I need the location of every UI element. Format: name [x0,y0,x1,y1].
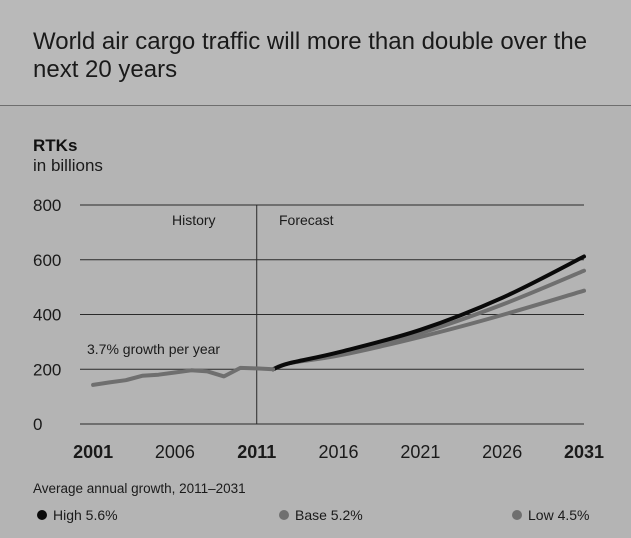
y-tick-label-0: 0 [33,415,42,434]
history-line [91,365,276,387]
x-tick-label-2006: 2006 [155,442,195,462]
legend-item-low: Low 4.5% [512,507,589,523]
legend-heading: Average annual growth, 2011–2031 [33,481,246,496]
y-tick-label-200: 200 [33,360,61,379]
series-line-high [271,254,586,372]
chart-title: World air cargo traffic will more than d… [33,28,588,83]
y-unit-title: RTKs [33,136,78,155]
legend-label-high: High 5.6% [53,507,118,523]
forecast-label: Forecast [279,212,334,228]
legend-dot-high [37,510,47,520]
series-line-base [271,268,586,372]
legend-item-high: High 5.6% [37,507,118,523]
y-tick-label-800: 800 [33,196,61,215]
legend-dot-base [279,510,289,520]
x-tick-label-2021: 2021 [400,442,440,462]
x-tick-label-2001: 2001 [73,442,113,462]
y-unit-subtitle: in billions [33,156,103,175]
y-tick-label-600: 600 [33,251,61,270]
legend-label-low: Low 4.5% [528,507,590,523]
y-tick-label-400: 400 [33,306,61,325]
history-label: History [172,212,216,228]
legend-dot-low [512,510,522,520]
title-bar: World air cargo traffic will more than d… [0,0,631,106]
legend-label-base: Base 5.2% [295,507,363,523]
x-tick-label-2026: 2026 [482,442,522,462]
growth-annotation: 3.7% growth per year [87,341,220,357]
x-tick-label-2031: 2031 [564,442,604,462]
chart-panel [0,106,631,538]
x-tick-label-2016: 2016 [319,442,359,462]
legend-item-base: Base 5.2% [279,507,363,523]
x-tick-label-2011: 2011 [237,442,276,462]
